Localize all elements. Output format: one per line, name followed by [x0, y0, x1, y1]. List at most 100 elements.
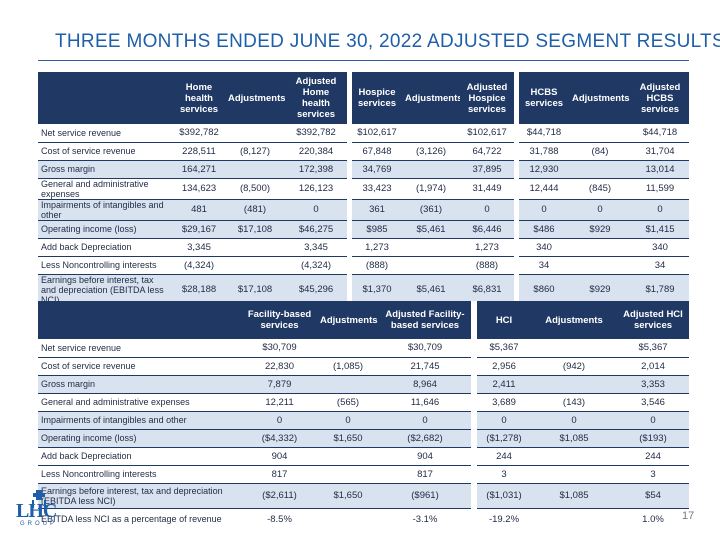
table-cell: (565) [317, 393, 379, 412]
table-cell: 340 [631, 238, 689, 257]
table-cell: $929 [569, 274, 631, 306]
table-cell: $985 [352, 220, 402, 239]
table-row: Impairments of intangibles and other 0 0 0 0… [38, 411, 689, 430]
table-cell: $1,085 [531, 429, 617, 448]
page-title: THREE MONTHS ENDED JUNE 30, 2022 ADJUSTE… [55, 31, 720, 52]
col-header: Adjusted HCI services [617, 301, 689, 339]
table-cell [402, 124, 460, 143]
table-cell: $17,108 [225, 274, 285, 306]
table-cell [317, 447, 379, 466]
table-cell: 0 [569, 199, 631, 221]
row-label: Add back Depreciation [38, 238, 173, 257]
table-cell: $30,709 [379, 339, 471, 358]
table-cell: (888) [460, 256, 514, 275]
table-cell: 13,014 [631, 160, 689, 179]
table-cell: 3,353 [617, 375, 689, 394]
table-cell: $102,617 [460, 124, 514, 143]
table-cell: 2,956 [477, 357, 531, 376]
table-cell: 220,384 [285, 142, 347, 161]
table-cell: $44,718 [519, 124, 569, 143]
table-cell: $929 [569, 220, 631, 239]
table-cell: 11,646 [379, 393, 471, 412]
table-cell: 11,599 [631, 178, 689, 200]
table-cell: 0 [317, 411, 379, 430]
table-cell: 340 [519, 238, 569, 257]
table-cell [531, 447, 617, 466]
table-cell: 3 [617, 465, 689, 484]
col-header: Hospice services [352, 72, 402, 124]
row-label: Cost of service revenue [38, 357, 242, 376]
table-cell: 37,895 [460, 160, 514, 179]
col-header: Adjustments [569, 72, 631, 124]
table-cell: ($1,278) [477, 429, 531, 448]
table-cell: 12,444 [519, 178, 569, 200]
table-cell: 1,273 [352, 238, 402, 257]
table-cell: $1,085 [531, 483, 617, 509]
table-cell: 481 [173, 199, 225, 221]
table-cell: (1,974) [402, 178, 460, 200]
table-cell: (942) [531, 357, 617, 376]
table-row: Gross margin 164,271 172,398 34,769 37,895 12… [38, 160, 689, 179]
table-cell: 134,623 [173, 178, 225, 200]
table-cell: (8,127) [225, 142, 285, 161]
table-row: Operating income (loss) ($4,332) $1,650 ($2… [38, 429, 689, 448]
lhc-logo-icon [32, 490, 46, 508]
table-row: Cost of service revenue 22,830 (1,085) 21,7… [38, 357, 689, 376]
table-cell: 64,722 [460, 142, 514, 161]
table-cell: 12,211 [242, 393, 317, 412]
table-cell: 3,345 [173, 238, 225, 257]
table-cell: 34,769 [352, 160, 402, 179]
table-row: EBITDA less NCI as a percentage of reven… [38, 508, 689, 530]
table-cell: ($1,031) [477, 483, 531, 509]
table-cell: $17,108 [225, 220, 285, 239]
table-cell: 0 [460, 199, 514, 221]
row-label: Net service revenue [38, 339, 242, 358]
col-header: Home health services [173, 72, 225, 124]
table-cell: $392,782 [173, 124, 225, 143]
row-label: Earnings before interest, tax and deprec… [38, 483, 242, 509]
table-cell: $5,461 [402, 274, 460, 306]
table-cell: ($2,611) [242, 483, 317, 509]
col-header: Adjustments [317, 301, 379, 339]
row-label: EBITDA less NCI as a percentage of reven… [41, 514, 222, 525]
table-cell [225, 238, 285, 257]
table-cell [531, 508, 617, 530]
table-cell: $54 [617, 483, 689, 509]
table-cell: 12,930 [519, 160, 569, 179]
table-cell: $28,188 [173, 274, 225, 306]
table-cell: 1,273 [460, 238, 514, 257]
table-cell: ($2,682) [379, 429, 471, 448]
table-cell: 31,788 [519, 142, 569, 161]
row-label: Impairments of intangibles and other [38, 199, 173, 221]
table-cell: $392,782 [285, 124, 347, 143]
table-cell: 2,014 [617, 357, 689, 376]
page-number: 17 [682, 510, 695, 522]
table-cell: (84) [569, 142, 631, 161]
row-label: Gross margin [38, 375, 242, 394]
table-cell: (1,085) [317, 357, 379, 376]
table-cell: 228,511 [173, 142, 225, 161]
table-cell: (481) [225, 199, 285, 221]
table-cell: 1.0% [642, 513, 664, 525]
table-cell: ($961) [379, 483, 471, 509]
table-cell: 817 [242, 465, 317, 484]
table-row: Earnings before interest, tax and deprec… [38, 483, 689, 509]
col-header: Adjusted Facility-based services [379, 301, 471, 339]
table-row: Earnings before interest, tax and deprec… [38, 274, 689, 306]
table-row: General and administrative expenses 134,6… [38, 178, 689, 200]
table-cell: 2,411 [477, 375, 531, 394]
table-cell: 0 [242, 411, 317, 430]
col-header: Facility-based services [242, 301, 317, 339]
row-label: Impairments of intangibles and other [38, 411, 242, 430]
table-cell: $46,275 [285, 220, 347, 239]
table-row: Net service revenue $30,709 $30,709 $5,367 $… [38, 339, 689, 358]
col-header: Adjustments [531, 301, 617, 339]
row-label: Earnings before interest, tax and deprec… [38, 274, 173, 306]
row-label: Less Noncontrolling interests [38, 256, 173, 275]
table-cell: $44,718 [631, 124, 689, 143]
table-row: Add back Depreciation 904 904 244 244 [38, 447, 689, 466]
row-label: Gross margin [38, 160, 173, 179]
table-cell: 904 [379, 447, 471, 466]
row-label: Operating income (loss) [38, 220, 173, 239]
table-cell [531, 465, 617, 484]
